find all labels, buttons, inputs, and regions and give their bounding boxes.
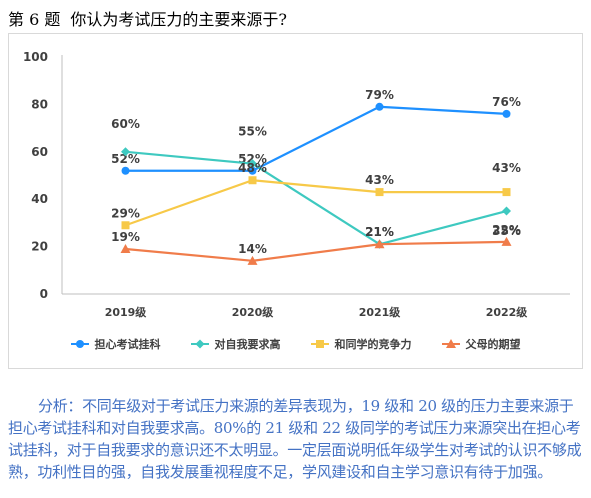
legend-swatch: [70, 339, 89, 349]
data-label: 19%: [111, 230, 140, 244]
series-line-1: [125, 105, 507, 172]
legend-swatch: [310, 339, 329, 349]
x-tick-label: 2019级: [105, 305, 148, 319]
data-label: 43%: [365, 173, 394, 187]
data-label: 22%: [492, 223, 521, 237]
chart-frame: [8, 33, 583, 369]
legend-label: 和同学的竞争力: [334, 338, 412, 351]
series-3-point: [248, 176, 257, 185]
y-tick-label: 100: [23, 50, 48, 64]
series-4-point: [120, 243, 131, 253]
series-3-point: [121, 221, 130, 230]
analysis-text: 分析：不同年级对于考试压力来源的差异表现为，19 级和 20 级的压力主要来源于…: [8, 397, 582, 481]
data-label: 52%: [111, 152, 140, 166]
data-label: 35%: [492, 224, 521, 238]
y-tick-label: 0: [40, 287, 48, 301]
series-line-3: [125, 179, 507, 227]
data-label: 29%: [111, 206, 140, 220]
series-3-point: [375, 188, 384, 197]
question-title: 第 6 题你认为考试压力的主要来源于?: [8, 6, 287, 30]
series-1-point: [121, 166, 130, 175]
legend-label: 父母的期望: [465, 338, 521, 351]
y-tick-label: 60: [31, 145, 48, 159]
series-1-point: [375, 102, 384, 111]
legend-item-1: 担心考试挂科: [70, 336, 161, 352]
chart-legend: 担心考试挂科 对自我要求高 和同学的竞争力 父母的期望: [0, 333, 591, 355]
series-4-point: [247, 255, 258, 265]
series-4-point: [374, 239, 385, 249]
x-tick-label: 2022级: [486, 305, 529, 319]
legend-item-4: 父母的期望: [441, 336, 521, 352]
series-1-point: [502, 109, 511, 118]
y-tick-label: 80: [31, 97, 48, 111]
data-label: 76%: [492, 95, 521, 109]
legend-label: 担心考试挂科: [94, 338, 161, 351]
y-tick-label: 40: [31, 192, 48, 206]
series-line-2: [125, 150, 507, 246]
legend-swatch: [190, 339, 209, 349]
data-label: 43%: [492, 161, 521, 175]
question-text: 你认为考试压力的主要来源于?: [70, 10, 287, 29]
series-line-4: [125, 240, 507, 262]
legend-label: 对自我要求高: [214, 338, 281, 351]
x-tick-label: 2020级: [232, 305, 275, 319]
series-1-point: [248, 166, 257, 175]
series-2-point: [248, 159, 257, 169]
series-2-point: [502, 206, 511, 216]
series-2-point: [121, 147, 130, 157]
data-label: 14%: [238, 242, 267, 256]
data-label: 60%: [111, 117, 140, 131]
legend-swatch: [441, 339, 460, 349]
legend-item-2: 对自我要求高: [190, 336, 281, 352]
data-label: 55%: [238, 125, 267, 139]
data-label: 21%: [365, 225, 394, 239]
legend-item-3: 和同学的竞争力: [310, 336, 412, 352]
data-label: 48%: [238, 161, 267, 175]
data-label: 79%: [365, 88, 394, 102]
x-tick-label: 2021级: [359, 305, 402, 319]
series-3-point: [502, 188, 511, 197]
data-label: 21%: [365, 225, 394, 239]
question-number: 第 6 题: [8, 10, 61, 29]
y-tick-label: 20: [31, 240, 48, 254]
series-4-point: [501, 236, 512, 246]
